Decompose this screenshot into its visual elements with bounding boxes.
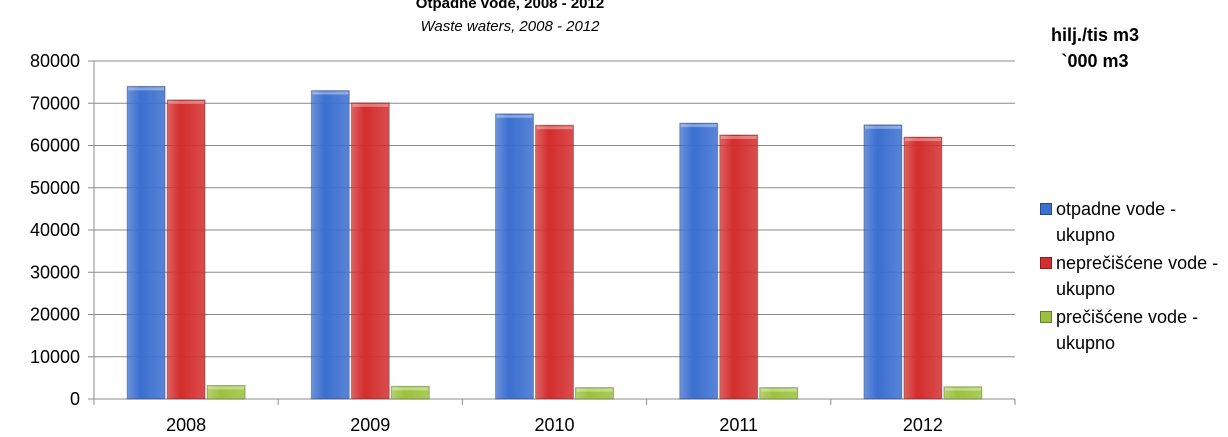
x-tick-label: 2008 [166,415,206,435]
bar-neprečišćene-2008 [166,99,206,400]
bar-highlight [312,91,349,95]
bar-neprečišćene-2009 [350,102,390,400]
x-tick-label: 2009 [350,415,390,435]
legend-label-untreated: neprečišćene vode - ukupno [1056,253,1219,299]
chart-subtitle: Waste waters, 2008 - 2012 [421,18,601,35]
bar-otpadne-2009 [310,90,350,400]
bar-prečišćene-2012 [943,386,983,400]
bar-otpadne-2010 [495,113,534,400]
bar-highlight [576,388,613,392]
legend-swatch-total [1040,203,1052,215]
bar-highlight [496,114,533,118]
legend-item-total: otpadne vode - ukupno [1040,196,1228,248]
legend-label-treated: prečišćene vode - ukupno [1056,307,1199,353]
bar-highlight [128,87,165,91]
y-tick-label: 80000 [30,51,80,71]
x-tick-label: 2012 [903,415,943,435]
bar-prečišćene-2010 [575,387,614,400]
bar-highlight [864,125,901,129]
bar-highlight [720,135,757,139]
gridlines [94,60,1015,358]
y-tick-label: 70000 [30,93,80,113]
legend-item-treated: prečišćene vode - ukupno [1040,304,1228,356]
bar-highlight [944,387,981,391]
x-axis: 2008 2009 2010 2011 2012 [93,398,1016,435]
chart-title: Otpadne vode, 2008 - 2012 [416,0,604,12]
legend-label-total: otpadne vode - ukupno [1056,199,1177,245]
y-tick-label: 30000 [30,262,80,282]
legend-item-untreated: neprečišćene vode - ukupno [1040,250,1228,302]
bar-highlight [904,138,941,142]
legend-swatch-treated [1040,311,1052,323]
unit-label-english: `000 m3 [1061,51,1129,71]
y-tick-label: 20000 [30,305,80,325]
unit-label: hilj./tis m3 `000 m3 [1040,22,1150,74]
y-tick-label: 0 [70,389,80,409]
bar-neprečišćene-2010 [535,124,574,400]
bar-highlight [680,124,717,128]
bar-highlight [352,103,389,107]
unit-label-local: hilj./tis m3 [1050,25,1140,45]
bar-highlight [208,386,245,390]
bar-neprečišćene-2011 [719,134,759,400]
bar-highlight [760,388,797,392]
bar-neprečišćene-2012 [903,136,943,400]
y-axis: 0 10000 20000 30000 40000 50000 60000 70000 8000… [30,51,95,409]
x-tick-label: 2011 [719,415,758,435]
y-tick-label: 50000 [30,178,80,198]
y-tick-label: 10000 [30,347,80,367]
bars [126,85,983,400]
y-tick-label: 60000 [30,136,80,156]
bar-prečišćene-2009 [390,385,430,400]
bar-prečišćene-2008 [206,384,246,400]
bar-prečišćene-2011 [759,387,799,400]
legend-swatch-untreated [1040,257,1052,269]
bar-otpadne-2012 [863,124,903,400]
bar-otpadne-2008 [126,85,166,400]
bar-highlight [168,100,205,104]
y-tick-label: 40000 [30,220,80,240]
bar-otpadne-2011 [679,122,719,400]
legend: otpadne vode - ukupno neprečišćene vode … [1040,196,1228,358]
x-tick-label: 2010 [534,415,574,435]
bar-highlight [536,126,573,130]
bar-highlight [392,387,429,391]
